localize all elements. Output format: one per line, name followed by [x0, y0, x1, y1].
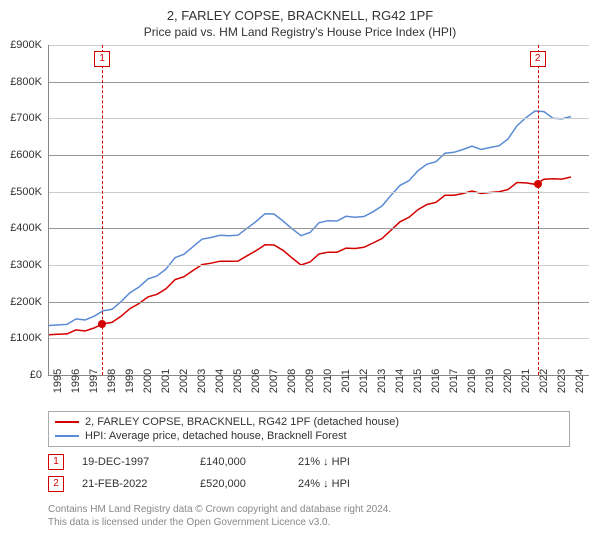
- x-tick-label: 2018: [466, 369, 478, 393]
- marker-guideline: [538, 45, 539, 375]
- legend-row: 2, FARLEY COPSE, BRACKNELL, RG42 1PF (de…: [55, 415, 563, 429]
- x-tick-label: 2017: [448, 369, 460, 393]
- x-tick-label: 2003: [196, 369, 208, 393]
- event-row: 2 21-FEB-2022 £520,000 24% ↓ HPI: [48, 473, 570, 495]
- x-tick-label: 2011: [340, 369, 352, 393]
- x-tick-label: 1998: [106, 369, 118, 393]
- x-tick-label: 2009: [304, 369, 316, 393]
- footnote: Contains HM Land Registry data © Crown c…: [48, 503, 570, 529]
- gridline: [49, 118, 589, 119]
- event-marker: 1: [48, 454, 64, 470]
- x-tick-label: 2014: [394, 369, 406, 393]
- legend-swatch: [55, 421, 79, 423]
- legend: 2, FARLEY COPSE, BRACKNELL, RG42 1PF (de…: [48, 411, 570, 447]
- legend-swatch: [55, 435, 79, 437]
- chart: 12 £0£100K£200K£300K£400K£500K£600K£700K…: [48, 45, 588, 405]
- legend-row: HPI: Average price, detached house, Brac…: [55, 429, 563, 443]
- y-tick-label: £300K: [10, 259, 42, 271]
- event-date: 21-FEB-2022: [82, 478, 182, 490]
- x-tick-label: 2005: [232, 369, 244, 393]
- x-tick-label: 2022: [538, 369, 550, 393]
- x-tick-label: 2001: [160, 369, 172, 393]
- y-tick-label: £800K: [10, 76, 42, 88]
- event-price: £520,000: [200, 478, 280, 490]
- gridline: [49, 302, 589, 303]
- event-row: 1 19-DEC-1997 £140,000 21% ↓ HPI: [48, 451, 570, 473]
- page-subtitle: Price paid vs. HM Land Registry's House …: [0, 23, 600, 45]
- marker-dot: [98, 320, 106, 328]
- x-tick-label: 2024: [574, 369, 586, 393]
- x-tick-label: 2015: [412, 369, 424, 393]
- plot-area: 12: [48, 45, 589, 376]
- y-tick-label: £900K: [10, 39, 42, 51]
- gridline: [49, 265, 589, 266]
- x-tick-label: 1999: [124, 369, 136, 393]
- marker-badge: 2: [530, 51, 546, 67]
- x-tick-label: 1996: [70, 369, 82, 393]
- x-tick-label: 2023: [556, 369, 568, 393]
- gridline: [49, 228, 589, 229]
- event-price: £140,000: [200, 456, 280, 468]
- event-diff: 21% ↓ HPI: [298, 456, 398, 468]
- x-tick-label: 2016: [430, 369, 442, 393]
- y-tick-label: £200K: [10, 296, 42, 308]
- x-tick-label: 2007: [268, 369, 280, 393]
- legend-label: HPI: Average price, detached house, Brac…: [85, 430, 347, 442]
- event-marker: 2: [48, 476, 64, 492]
- marker-badge: 1: [94, 51, 110, 67]
- event-diff: 24% ↓ HPI: [298, 478, 398, 490]
- x-tick-label: 2013: [376, 369, 388, 393]
- footnote-line: Contains HM Land Registry data © Crown c…: [48, 503, 570, 516]
- x-tick-label: 2020: [502, 369, 514, 393]
- y-tick-label: £100K: [10, 332, 42, 344]
- y-tick-label: £600K: [10, 149, 42, 161]
- footnote-line: This data is licensed under the Open Gov…: [48, 516, 570, 529]
- line-series: [49, 45, 589, 375]
- x-tick-label: 2010: [322, 369, 334, 393]
- y-tick-label: £400K: [10, 222, 42, 234]
- gridline: [49, 192, 589, 193]
- gridline: [49, 45, 589, 46]
- x-tick-label: 1997: [88, 369, 100, 393]
- x-tick-label: 2002: [178, 369, 190, 393]
- gridline: [49, 155, 589, 156]
- event-date: 19-DEC-1997: [82, 456, 182, 468]
- x-tick-label: 2006: [250, 369, 262, 393]
- x-tick-label: 2008: [286, 369, 298, 393]
- x-tick-label: 2019: [484, 369, 496, 393]
- page-title: 2, FARLEY COPSE, BRACKNELL, RG42 1PF: [0, 0, 600, 23]
- x-tick-label: 1995: [52, 369, 64, 393]
- x-tick-label: 2000: [142, 369, 154, 393]
- x-tick-label: 2012: [358, 369, 370, 393]
- x-tick-label: 2004: [214, 369, 226, 393]
- gridline: [49, 338, 589, 339]
- gridline: [49, 82, 589, 83]
- y-tick-label: £500K: [10, 186, 42, 198]
- legend-label: 2, FARLEY COPSE, BRACKNELL, RG42 1PF (de…: [85, 416, 399, 428]
- y-tick-label: £700K: [10, 112, 42, 124]
- y-tick-label: £0: [30, 369, 42, 381]
- event-table: 1 19-DEC-1997 £140,000 21% ↓ HPI 2 21-FEB-202…: [48, 451, 570, 495]
- marker-dot: [534, 180, 542, 188]
- x-tick-label: 2021: [520, 369, 532, 393]
